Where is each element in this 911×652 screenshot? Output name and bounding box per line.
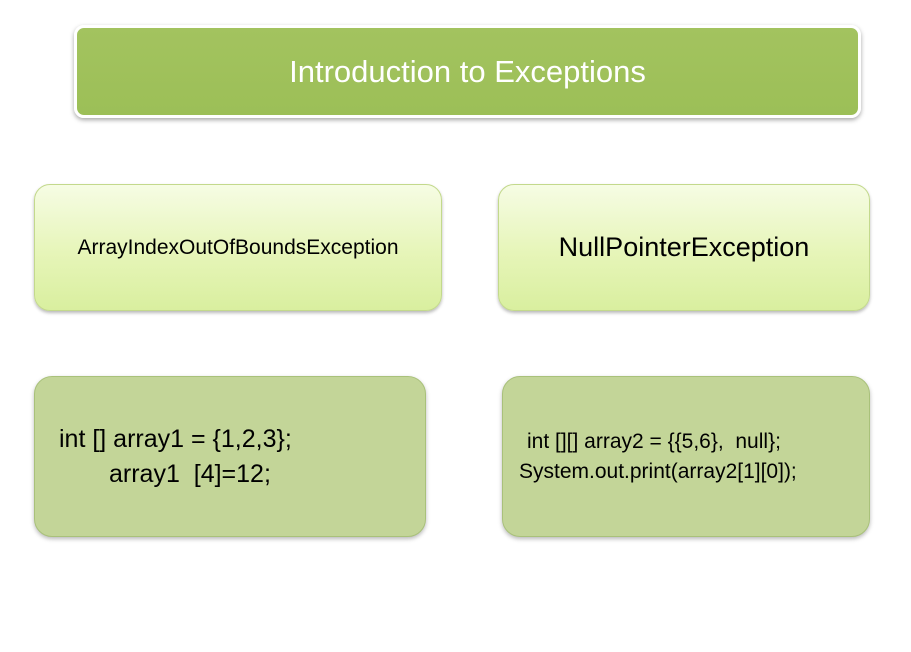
slide-title: Introduction to Exceptions	[289, 53, 646, 89]
exception-label-box-null-pointer: NullPointerException	[498, 184, 870, 311]
code-example-box-array-index: int [] array1 = {1,2,3}; array1 [4]=12;	[34, 376, 426, 537]
title-box: Introduction to Exceptions	[74, 25, 861, 118]
code-example-box-null-pointer: int [][] array2 = {{5,6}, null}; System.…	[502, 376, 870, 537]
exception-name-null-pointer: NullPointerException	[558, 232, 810, 262]
code-line-1: int [] array1 = {1,2,3};	[59, 424, 292, 453]
code-line-2: array1 [4]=12;	[109, 459, 271, 488]
code-line-1: int [][] array2 = {{5,6}, null};	[527, 430, 781, 454]
exception-label-box-array-index: ArrayIndexOutOfBoundsException	[34, 184, 442, 311]
code-line-2: System.out.print(array2[1][0]);	[519, 459, 797, 483]
exception-name-array-index: ArrayIndexOutOfBoundsException	[77, 235, 399, 259]
